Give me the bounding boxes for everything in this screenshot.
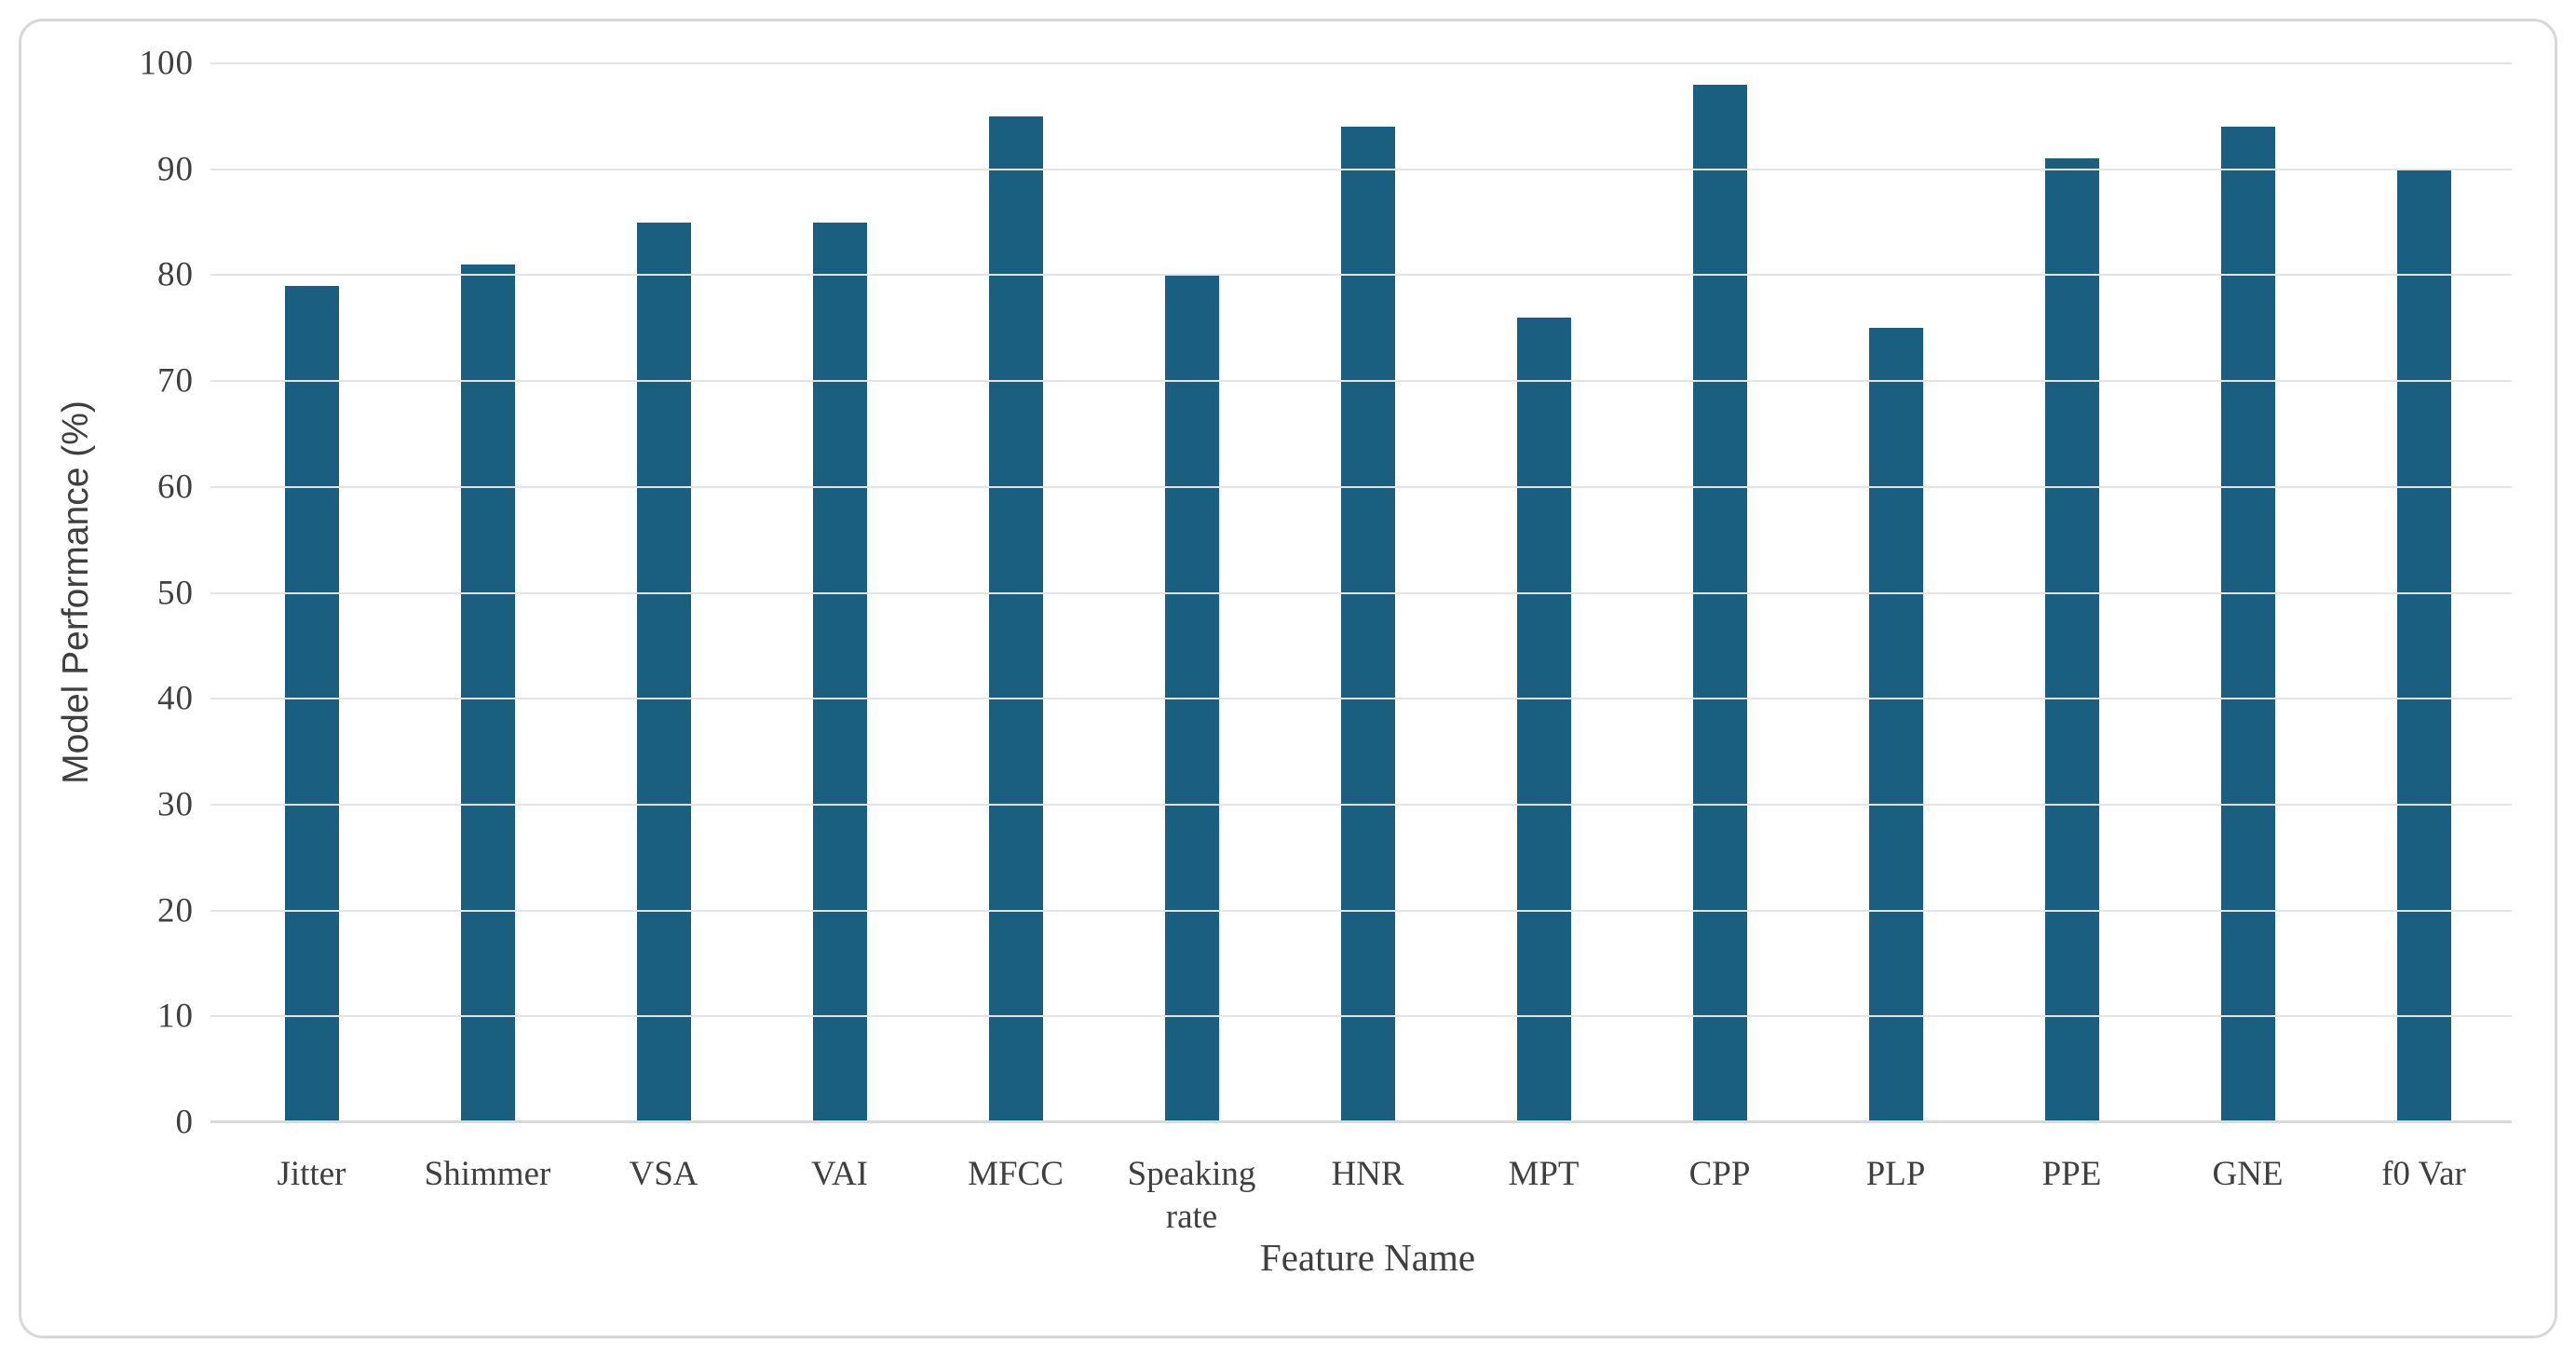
gridline [210,380,2512,383]
bar-slot [1808,63,1984,1122]
bars-row [224,63,2512,1122]
bar-slot [576,63,752,1122]
y-tick-label: 70 [157,361,194,400]
y-tick-label: 80 [157,255,194,294]
gridline [210,698,2512,700]
category-label: GNE [2212,1155,2284,1193]
bar-ppe [2044,158,2099,1122]
category-label: Shimmer [424,1155,551,1193]
bar-slot [2336,63,2512,1122]
x-axis-baseline [210,1120,2512,1123]
gridline [210,1015,2512,1018]
x-axis-category-labels: Jitter Shimmer VSA VAI MFCC Speaking rate HNR M… [224,1153,2512,1240]
category-label: CPP [1688,1155,1751,1193]
bar-mfcc [988,115,1043,1122]
gridline [210,591,2512,594]
category-label: MFCC [968,1155,1064,1193]
y-tick-label: 50 [157,574,194,612]
category-label: f0 Var [2381,1155,2466,1193]
x-axis-title: Feature Name [1259,1236,1476,1279]
bar-vai [812,222,867,1122]
bar-slot [752,63,928,1122]
chart-frame [19,19,2557,1338]
category-label: VSA [629,1155,698,1193]
bar-mpt [1516,317,1571,1122]
y-tick-label: 0 [175,1103,194,1142]
category-label: Speaking rate [1127,1155,1256,1237]
gridline [210,485,2512,488]
y-tick-label: 100 [139,44,194,83]
gridline [210,803,2512,806]
category-label: HNR [1331,1155,1404,1193]
bar-jitter [284,285,339,1122]
bar-shimmer [460,265,515,1122]
y-tick-label: 90 [157,150,194,189]
bar-slot [1984,63,2160,1122]
y-tick-label: 40 [157,679,194,718]
plot-area [210,62,2512,1123]
bar-slot [928,63,1104,1122]
bar-slot [1632,63,1808,1122]
bar-slot [2160,63,2336,1122]
bar-gne [2220,127,2275,1122]
gridline [210,168,2512,170]
bar-vsa [636,222,691,1122]
bar-hnr [1340,127,1395,1122]
category-label: Jitter [277,1155,346,1193]
category-label: PLP [1865,1155,1926,1193]
bar-slot [1456,63,1632,1122]
y-tick-label: 60 [157,468,194,507]
gridline [210,909,2512,912]
y-axis-tick-labels: 0 10 20 30 40 50 60 70 80 90 100 [56,47,194,1140]
category-label: VAI [811,1155,868,1193]
bar-cpp [1692,84,1747,1122]
y-tick-label: 10 [157,997,194,1036]
category-label: PPE [2041,1155,2102,1193]
bar-slot [224,63,400,1122]
bar-slot [1280,63,1456,1122]
gridline [210,274,2512,277]
bar-f0-var [2396,169,2451,1122]
gridline [210,62,2512,64]
y-tick-label: 20 [157,891,194,930]
bar-slot [400,63,576,1122]
category-label: MPT [1508,1155,1579,1193]
bar-plp [1868,328,1923,1122]
y-tick-label: 30 [157,785,194,824]
